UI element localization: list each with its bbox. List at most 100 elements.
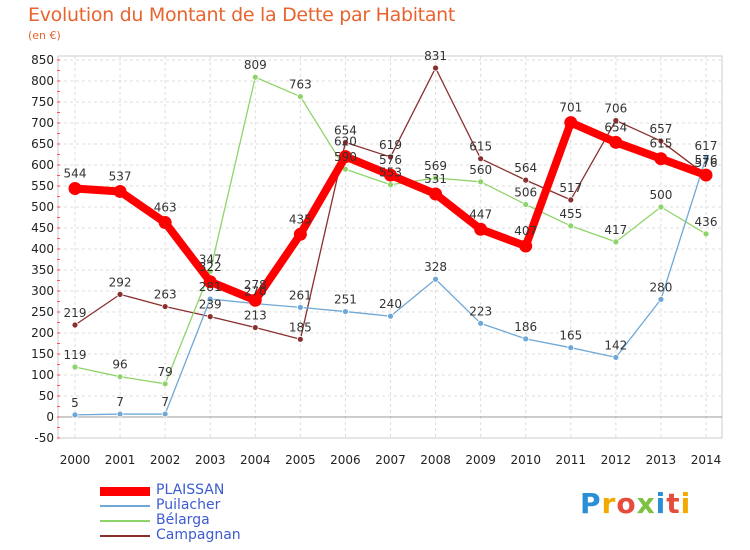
data-label-plaissan: 576 <box>379 153 402 167</box>
data-label-puilacher: 240 <box>379 297 402 311</box>
data-label-campagnan: 219 <box>64 306 87 320</box>
data-label-puilacher: 328 <box>424 260 447 274</box>
data-label-plaissan: 615 <box>649 137 672 151</box>
data-point-campagnan <box>432 64 439 72</box>
x-tick-label: 2010 <box>510 453 541 467</box>
y-tick-label: 300 <box>31 284 54 298</box>
data-label-bélarga: 436 <box>695 215 718 229</box>
data-label-bélarga: 553 <box>379 166 402 180</box>
data-point-plaissan <box>248 293 262 307</box>
data-label-bélarga: 455 <box>559 207 582 221</box>
y-tick-label: 850 <box>31 53 54 67</box>
data-label-bélarga: 500 <box>649 188 672 202</box>
data-point-puilacher <box>612 353 620 361</box>
x-tick-labels: 2000 2001 2002 2003 2004 2005 2006 2007 2008 2009… <box>60 453 722 467</box>
data-label-puilacher: 223 <box>469 304 492 318</box>
data-label-campagnan: 831 <box>424 49 447 63</box>
logo-letter: o <box>616 487 637 520</box>
data-point-puilacher <box>342 308 349 315</box>
data-label-bélarga: 347 <box>199 252 222 266</box>
logo-letter: i <box>680 487 692 520</box>
legend-swatch-plaissan <box>100 487 150 496</box>
data-point-bélarga <box>657 203 665 211</box>
y-tick-label: 650 <box>31 137 54 151</box>
series-lines <box>68 64 713 419</box>
data-point-campagnan <box>522 176 530 184</box>
data-point-plaissan <box>158 216 172 230</box>
data-point-puilacher <box>296 303 304 311</box>
data-label-campagnan: 576 <box>695 156 718 170</box>
data-point-bélarga <box>522 201 530 208</box>
legend-label-campagnan: Campagnan <box>156 527 241 543</box>
y-tick-label: 750 <box>31 95 54 109</box>
data-label-campagnan: 263 <box>154 288 177 302</box>
data-point-campagnan <box>612 117 620 124</box>
data-label-campagnan: 706 <box>604 101 627 115</box>
data-point-puilacher <box>567 344 575 352</box>
data-label-plaissan: 701 <box>559 101 582 115</box>
data-label-bélarga: 763 <box>289 78 312 92</box>
legend-label-puilacher: Puilacher <box>156 497 221 513</box>
legend-swatch-puilacher <box>100 505 150 507</box>
legend-label-plaissan: PLAISSAN <box>156 482 225 498</box>
proxiti-logo: Proxiti <box>580 487 691 520</box>
data-point-bélarga <box>71 363 79 371</box>
y-tick-label: 400 <box>31 242 54 256</box>
data-point-bélarga <box>702 230 710 238</box>
data-label-campagnan: 292 <box>109 275 132 289</box>
data-label-plaissan: 620 <box>334 135 357 149</box>
data-point-plaissan <box>564 116 578 130</box>
legend-swatch-campagnan <box>100 535 150 537</box>
data-label-campagnan: 615 <box>469 140 492 154</box>
x-tick-label: 2008 <box>420 453 451 467</box>
data-label-puilacher: 7 <box>116 395 124 409</box>
data-label-campagnan: 657 <box>649 122 672 136</box>
data-point-bélarga <box>477 178 485 186</box>
data-point-plaissan <box>203 275 217 289</box>
y-tick-label: 550 <box>31 179 54 193</box>
axes <box>57 55 723 439</box>
data-label-plaissan: 322 <box>199 260 222 274</box>
logo-letter: r <box>601 487 617 520</box>
data-point-puilacher <box>387 312 394 320</box>
data-point-plaissan <box>384 168 397 182</box>
data-point-plaissan <box>113 184 127 198</box>
y-tick-label: -50 <box>34 431 54 445</box>
data-labels: 219 292 263 239 213 185 654 619 831 615 564 517 706 6… <box>64 49 718 410</box>
data-point-bélarga <box>116 373 124 381</box>
data-point-campagnan <box>161 303 169 310</box>
x-tick-label: 2003 <box>195 453 226 467</box>
data-label-puilacher: 617 <box>695 139 718 153</box>
data-point-plaissan <box>293 227 307 241</box>
x-tick-label: 2002 <box>150 453 181 467</box>
chart-unit: (en €) <box>28 29 61 42</box>
data-label-plaissan: 544 <box>64 167 87 181</box>
y-tick-label: 150 <box>31 347 54 361</box>
data-label-campagnan: 517 <box>559 181 582 195</box>
data-point-puilacher <box>432 275 439 283</box>
y-tick-label: 100 <box>31 368 54 382</box>
logo-letter: x <box>636 487 656 520</box>
y-tick-label: 250 <box>31 305 54 319</box>
data-label-bélarga: 119 <box>64 348 87 362</box>
data-point-campagnan <box>657 137 665 145</box>
data-point-puilacher <box>206 295 214 303</box>
data-label-bélarga: 506 <box>514 185 537 199</box>
data-point-plaissan <box>338 150 352 164</box>
data-label-plaissan: 654 <box>604 120 627 134</box>
data-point-campagnan <box>296 335 304 343</box>
x-tick-label: 2012 <box>601 453 632 467</box>
data-label-bélarga: 590 <box>334 150 357 164</box>
legend-swatch-belarga <box>100 520 150 522</box>
data-label-puilacher: 5 <box>71 396 79 410</box>
y-tick-label: 600 <box>31 158 54 172</box>
data-point-plaissan <box>519 239 533 253</box>
data-label-puilacher: 186 <box>514 320 537 334</box>
data-label-bélarga: 96 <box>112 358 127 372</box>
data-point-puilacher <box>657 295 665 303</box>
plot-frame <box>57 55 723 439</box>
y-tick-label: 350 <box>31 263 54 277</box>
legend-label-belarga: Bélarga <box>156 512 210 528</box>
data-label-plaissan: 447 <box>469 207 492 221</box>
